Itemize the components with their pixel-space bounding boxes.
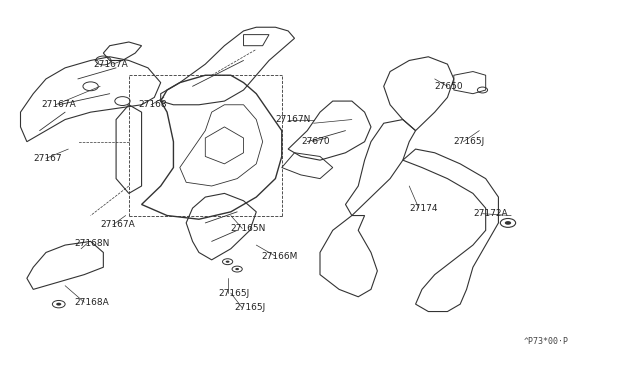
Text: 27165J: 27165J xyxy=(234,303,265,312)
Text: 27167A: 27167A xyxy=(94,60,129,69)
Text: ^P73*00·P: ^P73*00·P xyxy=(524,337,569,346)
Circle shape xyxy=(226,260,230,263)
Text: 27172A: 27172A xyxy=(473,209,508,218)
Text: 27168N: 27168N xyxy=(75,239,110,248)
Text: 27168A: 27168A xyxy=(75,298,109,307)
Circle shape xyxy=(505,221,511,225)
Text: 27167: 27167 xyxy=(33,154,62,163)
Text: 27165N: 27165N xyxy=(231,224,266,233)
Text: 27167A: 27167A xyxy=(100,220,135,229)
Text: 27167N: 27167N xyxy=(275,115,311,124)
Text: 27167A: 27167A xyxy=(41,100,76,109)
Text: 27165J: 27165J xyxy=(218,289,250,298)
Text: 27670: 27670 xyxy=(301,137,330,146)
Text: 27650: 27650 xyxy=(435,82,463,91)
Circle shape xyxy=(236,268,239,270)
Circle shape xyxy=(56,303,61,306)
Text: 27166M: 27166M xyxy=(261,251,298,261)
Text: 27168: 27168 xyxy=(138,100,167,109)
Text: 27174: 27174 xyxy=(409,203,438,213)
Text: 27165J: 27165J xyxy=(454,137,485,146)
